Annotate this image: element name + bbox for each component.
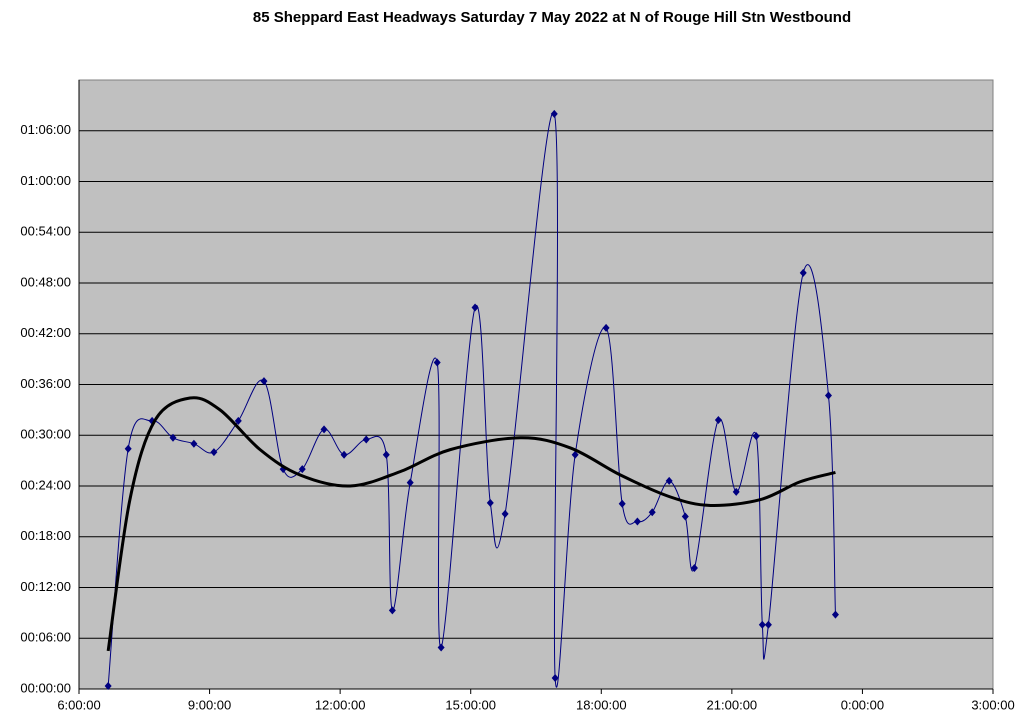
y-tick-label: 00:42:00	[20, 325, 71, 340]
y-tick-label: 00:48:00	[20, 274, 71, 289]
data-point	[437, 643, 445, 652]
y-tick-label: 00:18:00	[20, 528, 71, 543]
data-point	[752, 432, 760, 441]
data-point	[210, 448, 218, 457]
y-tick-label: 00:12:00	[20, 579, 71, 594]
data-point	[764, 620, 772, 629]
x-tick-label: 18:00:00	[576, 697, 627, 712]
data-point	[486, 498, 494, 507]
x-tick-label: 0:00:00	[841, 697, 884, 712]
data-point	[551, 674, 559, 683]
data-point	[382, 450, 390, 459]
data-point	[104, 682, 112, 691]
data-point	[362, 435, 370, 444]
data-point	[190, 439, 198, 448]
data-point	[681, 512, 689, 521]
data-point	[320, 425, 328, 434]
data-point	[340, 450, 348, 459]
data-point	[618, 499, 626, 508]
data-point	[571, 450, 579, 459]
data-point	[501, 509, 509, 518]
y-tick-label: 00:06:00	[20, 630, 71, 645]
x-tick-label: 9:00:00	[188, 697, 231, 712]
data-point	[831, 610, 839, 619]
y-tick-label: 00:54:00	[20, 224, 71, 239]
data-point	[169, 433, 177, 442]
x-tick-label: 3:00:00	[971, 697, 1014, 712]
data-point	[799, 268, 807, 277]
x-tick-label: 15:00:00	[445, 697, 496, 712]
series-line	[106, 396, 836, 652]
data-point	[824, 391, 832, 400]
data-point	[234, 416, 242, 425]
chart-title: 85 Sheppard East Headways Saturday 7 May…	[253, 9, 851, 26]
data-point	[471, 303, 479, 312]
data-point	[633, 517, 641, 526]
x-tick-label: 6:00:00	[57, 697, 100, 712]
x-tick-label: 21:00:00	[707, 697, 758, 712]
data-point	[124, 444, 132, 453]
y-tick-label: 00:30:00	[20, 427, 71, 442]
data-point	[260, 377, 268, 386]
data-point	[433, 358, 441, 367]
y-tick-label: 01:00:00	[20, 173, 71, 188]
data-point	[602, 323, 610, 332]
data-point	[690, 564, 698, 573]
y-tick-label: 00:00:00	[20, 680, 71, 695]
y-tick-label: 00:24:00	[20, 477, 71, 492]
data-point	[388, 606, 396, 615]
data-point	[732, 487, 740, 496]
y-tick-label: 01:06:00	[20, 122, 71, 137]
data-point	[298, 465, 306, 474]
data-point	[758, 620, 766, 629]
y-tick-label: 00:36:00	[20, 376, 71, 391]
data-point	[665, 476, 673, 485]
data-point	[648, 508, 656, 517]
x-tick-label: 12:00:00	[315, 697, 366, 712]
data-point	[714, 416, 722, 425]
data-point	[406, 478, 414, 487]
data-point	[550, 109, 558, 118]
